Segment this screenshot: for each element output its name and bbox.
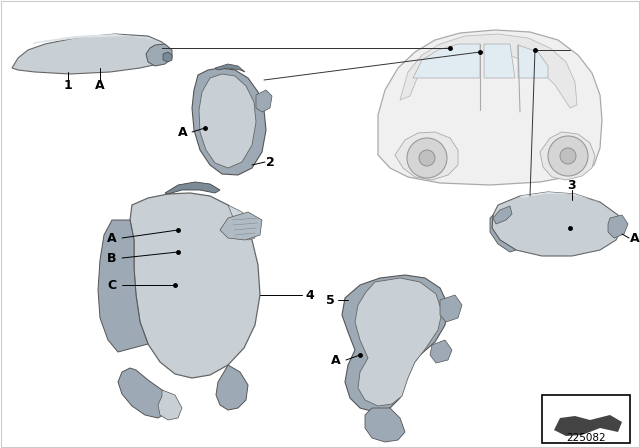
Polygon shape (490, 215, 516, 252)
Polygon shape (158, 390, 182, 420)
Circle shape (560, 148, 576, 164)
Polygon shape (256, 90, 272, 112)
Text: C: C (108, 279, 116, 292)
Polygon shape (395, 132, 458, 180)
Polygon shape (192, 68, 266, 175)
Polygon shape (118, 368, 170, 418)
Text: A: A (178, 125, 188, 138)
Text: B: B (108, 251, 116, 264)
Polygon shape (540, 132, 595, 180)
Polygon shape (199, 74, 256, 168)
Polygon shape (608, 215, 628, 238)
Polygon shape (520, 192, 600, 202)
Polygon shape (30, 34, 155, 44)
Polygon shape (12, 34, 170, 74)
Text: A: A (95, 78, 105, 91)
FancyBboxPatch shape (542, 395, 630, 443)
Polygon shape (163, 52, 172, 62)
Polygon shape (554, 415, 622, 436)
Polygon shape (484, 44, 515, 78)
Polygon shape (518, 45, 548, 78)
Polygon shape (130, 193, 260, 378)
Polygon shape (440, 295, 462, 322)
Polygon shape (365, 408, 405, 442)
Text: A: A (107, 232, 117, 245)
Polygon shape (216, 365, 248, 410)
Polygon shape (378, 30, 602, 185)
Circle shape (407, 138, 447, 178)
Text: A: A (331, 353, 341, 366)
Polygon shape (146, 44, 172, 66)
Polygon shape (220, 212, 262, 240)
Polygon shape (215, 64, 245, 72)
Polygon shape (430, 340, 452, 363)
Polygon shape (492, 192, 622, 256)
Text: 3: 3 (568, 178, 576, 191)
Text: 4: 4 (306, 289, 314, 302)
Polygon shape (493, 206, 512, 224)
Text: 225082: 225082 (566, 433, 606, 443)
Polygon shape (228, 205, 255, 240)
Polygon shape (413, 44, 480, 78)
Text: 1: 1 (63, 78, 72, 91)
Text: A: A (630, 232, 640, 245)
Circle shape (548, 136, 588, 176)
Polygon shape (355, 278, 442, 406)
Polygon shape (165, 182, 220, 194)
Polygon shape (98, 220, 148, 352)
Polygon shape (342, 275, 448, 412)
Text: 5: 5 (326, 293, 334, 306)
Circle shape (419, 150, 435, 166)
Polygon shape (400, 34, 577, 108)
Text: 2: 2 (266, 155, 275, 168)
